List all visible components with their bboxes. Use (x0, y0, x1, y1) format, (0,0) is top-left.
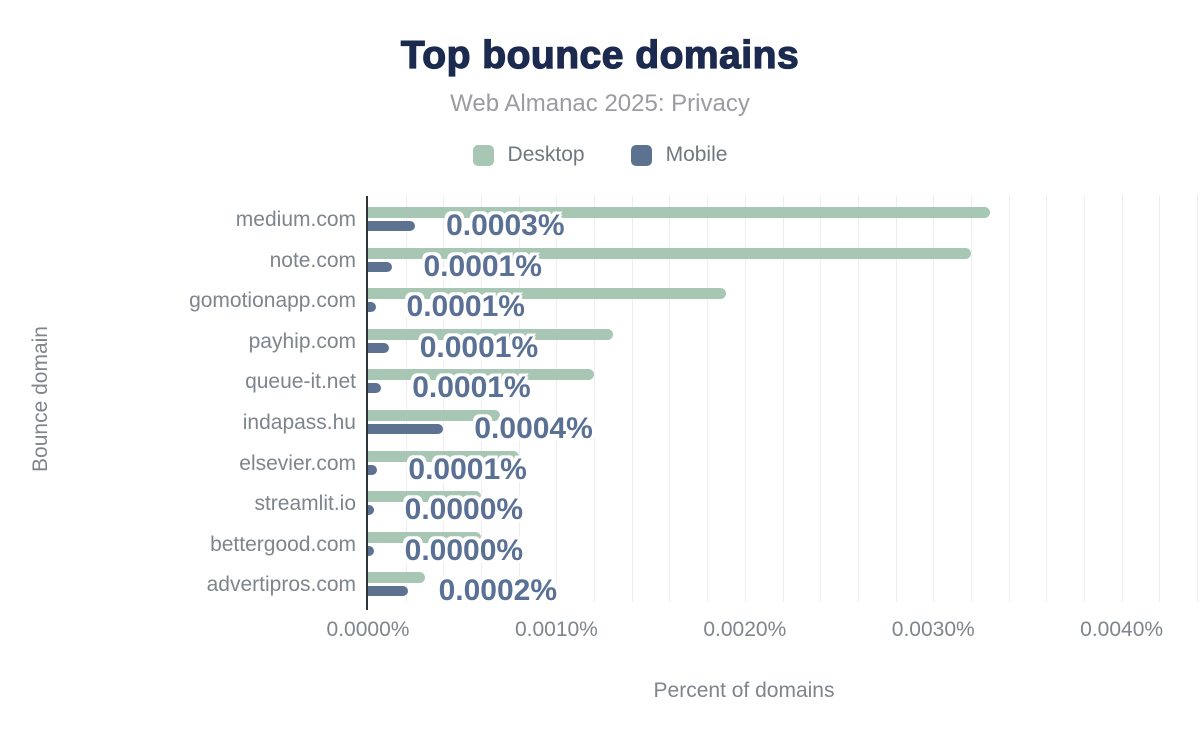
minor-gridline (820, 196, 822, 602)
mobile-bar[interactable] (368, 505, 374, 516)
y-tick-label: payhip.com (248, 329, 356, 353)
bar-value-label: 0.0001% (406, 290, 525, 324)
minor-gridline (405, 196, 407, 602)
minor-gridline (1046, 196, 1048, 602)
minor-gridline (669, 196, 671, 602)
minor-gridline (895, 196, 897, 602)
minor-gridline (970, 196, 972, 602)
y-tick-label: gomotionapp.com (189, 289, 356, 313)
minor-gridline (556, 196, 558, 602)
x-tick-label: 0.0020% (703, 618, 787, 641)
mobile-legend-label: Mobile (665, 143, 728, 166)
x-tick-label: 0.0030% (891, 618, 975, 641)
minor-gridline (481, 196, 483, 602)
y-tick-label: indapass.hu (242, 411, 356, 434)
legend-item-mobile[interactable]: Mobile (630, 143, 728, 167)
minor-gridline (857, 196, 859, 602)
chart-subtitle: Web Almanac 2025: Privacy (450, 90, 750, 117)
minor-gridline (782, 196, 784, 602)
y-tick-label: medium.com (235, 208, 356, 231)
minor-gridline (443, 196, 445, 602)
desktop-bar[interactable] (368, 450, 519, 462)
mobile-bar[interactable] (368, 221, 416, 231)
x-tick-label: 0.0000% (326, 618, 410, 641)
minor-gridline (744, 196, 746, 602)
minor-gridline (707, 196, 709, 602)
desktop-legend-label: Desktop (507, 143, 585, 166)
x-tick-label: 0.0040% (1080, 618, 1164, 641)
minor-gridline (1083, 196, 1085, 602)
bar-value-label: 0.0001% (408, 452, 527, 486)
y-tick-label: queue-it.net (245, 370, 356, 394)
mobile-bar[interactable] (368, 464, 378, 475)
desktop-bar[interactable] (368, 572, 425, 584)
desktop-bar[interactable] (368, 491, 482, 503)
y-tick-label: note.com (269, 248, 356, 272)
minor-gridline (1121, 196, 1123, 602)
mobile-bar[interactable] (368, 424, 444, 434)
mobile-bar[interactable] (368, 383, 382, 394)
desktop-swatch-icon (472, 144, 494, 166)
chart-title: Top bounce domains (400, 33, 800, 77)
minor-gridline (1197, 196, 1198, 602)
mobile-bar[interactable] (368, 342, 389, 353)
minor-gridline (518, 196, 520, 602)
y-tick-label: bettergood.com (210, 532, 356, 556)
desktop-bar[interactable] (368, 410, 500, 421)
bar-value-label: 0.0001% (423, 249, 542, 283)
mobile-bar[interactable] (368, 302, 376, 313)
x-tick-label: 0.0010% (514, 618, 598, 641)
legend-item-desktop[interactable]: Desktop (472, 143, 585, 167)
bar-value-label: 0.0002% (438, 574, 557, 608)
desktop-bar[interactable] (368, 328, 613, 340)
minor-gridline (631, 196, 633, 602)
desktop-bar[interactable] (368, 369, 595, 381)
bar-value-label: 0.0003% (446, 209, 565, 242)
minor-gridline (1008, 196, 1010, 602)
y-tick-label: streamlit.io (254, 492, 356, 516)
y-axis-line (366, 196, 368, 610)
bar-value-label: 0.0000% (404, 533, 524, 567)
bar-value-label: 0.0001% (419, 330, 539, 364)
minor-gridline (933, 196, 935, 602)
desktop-bar[interactable] (368, 207, 990, 218)
desktop-bar[interactable] (368, 531, 482, 543)
minor-gridline (594, 196, 596, 602)
y-tick-label: elsevier.com (239, 451, 356, 475)
mobile-bar[interactable] (368, 261, 393, 272)
minor-gridline (1159, 196, 1161, 602)
desktop-bar[interactable] (368, 247, 971, 259)
y-tick-label: advertipros.com (206, 573, 356, 597)
mobile-bar[interactable] (368, 586, 408, 597)
y-axis-title: Bounce domain (29, 326, 52, 472)
x-axis-title: Percent of domains (653, 679, 835, 702)
mobile-bar[interactable] (368, 545, 374, 556)
bar-value-label: 0.0004% (474, 412, 593, 445)
desktop-bar[interactable] (368, 288, 726, 300)
mobile-swatch-icon (630, 144, 652, 166)
bar-value-label: 0.0000% (404, 493, 524, 527)
legend: Desktop Mobile (0, 143, 1200, 167)
bar-value-label: 0.0001% (412, 371, 531, 405)
